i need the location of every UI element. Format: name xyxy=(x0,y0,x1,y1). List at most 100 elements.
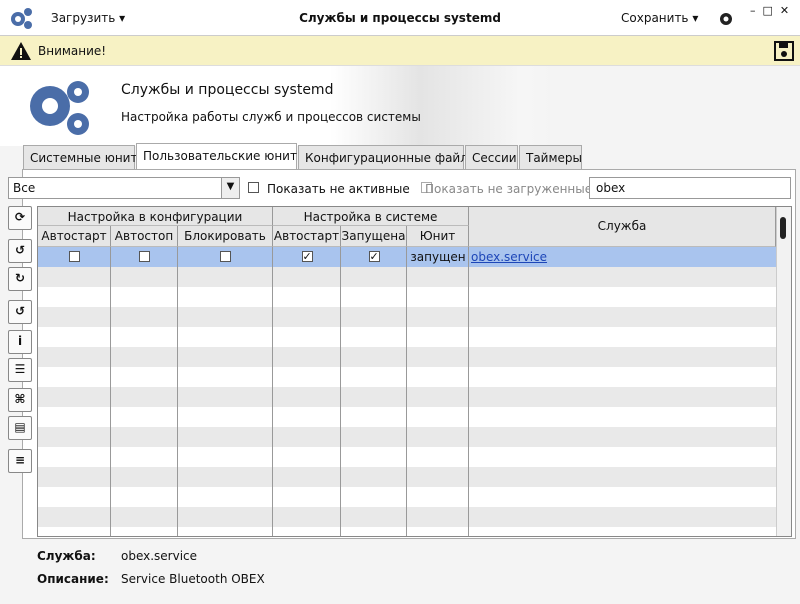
column-divider xyxy=(110,267,111,287)
checkbox[interactable] xyxy=(69,251,80,262)
column-divider xyxy=(177,347,178,367)
load-menu-label[interactable]: Загрузить xyxy=(51,11,116,25)
column-divider xyxy=(468,367,469,387)
column-divider xyxy=(110,507,111,527)
toolbar-button[interactable]: ▤ xyxy=(8,416,32,440)
tab[interactable]: Таймеры xyxy=(519,145,582,170)
checkbox-cell[interactable] xyxy=(38,247,111,267)
window-controls[interactable]: – □ ✕ xyxy=(750,4,790,17)
column-divider xyxy=(340,367,341,387)
scrollbar-thumb[interactable] xyxy=(780,217,786,239)
column-header[interactable]: Автостарт xyxy=(273,226,341,247)
filter-select[interactable]: Все ▼ xyxy=(8,177,240,199)
toolbar-button[interactable]: ≡ xyxy=(8,449,32,473)
toolbar-button[interactable]: ↻ xyxy=(8,267,32,291)
column-divider xyxy=(177,387,178,407)
unit-state: запущен xyxy=(410,250,466,264)
units-table: Настройка в конфигурации Настройка в сист… xyxy=(37,206,792,537)
dropdown-arrow[interactable]: ▼ xyxy=(221,178,239,198)
column-divider xyxy=(177,247,178,267)
checkbox-cell[interactable]: ✓ xyxy=(273,247,341,267)
column-divider xyxy=(340,387,341,407)
column-divider xyxy=(272,287,273,307)
column-header[interactable]: Служба xyxy=(469,207,776,247)
column-header[interactable]: Запущена xyxy=(341,226,407,247)
tab[interactable]: Пользовательские юниты xyxy=(136,143,306,170)
column-divider xyxy=(272,387,273,407)
toolbar-button[interactable]: i xyxy=(8,330,32,354)
settings-button[interactable] xyxy=(718,11,734,27)
column-header[interactable]: Автостарт xyxy=(38,226,111,247)
table-row xyxy=(38,287,776,307)
header-subtitle: Настройка работы служб и процессов систе… xyxy=(121,110,421,124)
search-text[interactable]: obex xyxy=(596,181,626,195)
show-inactive-checkbox[interactable] xyxy=(248,182,259,193)
column-header[interactable]: Блокировать xyxy=(178,226,273,247)
title-bar: Загрузить ▾ Службы и процессы systemd Со… xyxy=(0,0,800,36)
header-icon xyxy=(30,81,89,135)
table-row xyxy=(38,387,776,407)
column-divider xyxy=(340,307,341,327)
toolbar-button[interactable]: ☰ xyxy=(8,358,32,382)
filter-select-value[interactable]: Все xyxy=(13,181,36,195)
warning-bar: Внимание! xyxy=(0,36,800,66)
column-divider xyxy=(340,347,341,367)
tab[interactable]: Сессии xyxy=(465,145,518,170)
column-divider xyxy=(468,527,469,536)
column-divider xyxy=(406,247,407,267)
column-divider xyxy=(177,267,178,287)
save-icon[interactable] xyxy=(774,41,794,61)
column-divider xyxy=(272,267,273,287)
table-row xyxy=(38,487,776,507)
toolbar-button[interactable]: ↺ xyxy=(8,239,32,263)
service-link[interactable]: obex.service xyxy=(471,250,548,264)
column-divider xyxy=(340,247,341,267)
detail-value: Service Bluetooth OBEX xyxy=(121,572,265,586)
table-row xyxy=(38,447,776,467)
toolbar-button[interactable]: ⌘ xyxy=(8,388,32,412)
column-divider xyxy=(406,287,407,307)
save-menu-label[interactable]: Сохранить xyxy=(621,11,689,25)
column-header[interactable]: Автостоп xyxy=(111,226,178,247)
show-unloaded-checkbox xyxy=(420,182,432,193)
search-field[interactable]: obex xyxy=(589,177,791,199)
column-divider xyxy=(272,347,273,367)
column-divider xyxy=(406,307,407,327)
column-divider xyxy=(406,487,407,507)
checkbox[interactable]: ✓ xyxy=(368,250,380,263)
header-title: Службы и процессы systemd xyxy=(121,82,334,98)
column-divider xyxy=(468,507,469,527)
column-header[interactable]: Юнит xyxy=(407,226,469,247)
column-divider xyxy=(468,407,469,427)
checkbox-cell[interactable] xyxy=(178,247,273,267)
column-divider xyxy=(177,367,178,387)
table-row xyxy=(38,347,776,367)
table-row xyxy=(38,527,776,536)
column-divider xyxy=(468,427,469,447)
scrollbar[interactable] xyxy=(776,207,791,536)
column-divider xyxy=(406,347,407,367)
column-divider xyxy=(110,387,111,407)
checkbox-cell[interactable]: ✓ xyxy=(341,247,407,267)
load-menu[interactable]: Загрузить ▾ xyxy=(51,11,126,25)
checkbox-cell[interactable] xyxy=(111,247,178,267)
show-inactive-label[interactable]: Показать не активные xyxy=(267,182,410,196)
column-divider xyxy=(110,327,111,347)
table-row xyxy=(38,327,776,347)
column-divider xyxy=(340,327,341,347)
checkbox[interactable] xyxy=(220,251,231,262)
checkbox[interactable] xyxy=(139,251,150,262)
save-menu[interactable]: Сохранить ▾ xyxy=(621,11,699,25)
column-divider xyxy=(272,407,273,427)
warning-icon xyxy=(11,42,31,60)
toolbar-button[interactable]: ⟳ xyxy=(8,206,32,230)
checkbox[interactable]: ✓ xyxy=(301,250,313,263)
column-divider xyxy=(340,527,341,536)
column-divider xyxy=(468,247,469,267)
toolbar-button[interactable]: ↺ xyxy=(8,300,32,324)
column-divider xyxy=(340,427,341,447)
column-divider xyxy=(110,487,111,507)
tab[interactable]: Системные юниты xyxy=(23,145,147,170)
tab[interactable]: Конфигурационные файлы xyxy=(298,145,477,170)
table-row xyxy=(38,367,776,387)
